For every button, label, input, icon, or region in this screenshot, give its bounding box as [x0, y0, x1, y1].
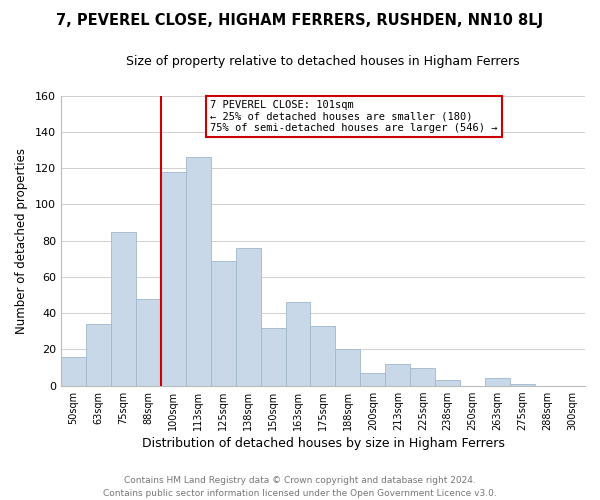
Bar — [186, 157, 211, 386]
Bar — [86, 324, 111, 386]
Bar — [435, 380, 460, 386]
Bar — [335, 350, 361, 386]
Title: Size of property relative to detached houses in Higham Ferrers: Size of property relative to detached ho… — [126, 55, 520, 68]
Bar — [485, 378, 510, 386]
Bar — [136, 298, 161, 386]
Bar — [385, 364, 410, 386]
Bar — [236, 248, 260, 386]
Bar — [211, 260, 236, 386]
Bar — [510, 384, 535, 386]
Bar — [61, 356, 86, 386]
X-axis label: Distribution of detached houses by size in Higham Ferrers: Distribution of detached houses by size … — [142, 437, 505, 450]
Text: Contains HM Land Registry data © Crown copyright and database right 2024.
Contai: Contains HM Land Registry data © Crown c… — [103, 476, 497, 498]
Text: 7 PEVEREL CLOSE: 101sqm
← 25% of detached houses are smaller (180)
75% of semi-d: 7 PEVEREL CLOSE: 101sqm ← 25% of detache… — [210, 100, 498, 133]
Y-axis label: Number of detached properties: Number of detached properties — [15, 148, 28, 334]
Bar — [410, 368, 435, 386]
Bar — [111, 232, 136, 386]
Bar — [161, 172, 186, 386]
Bar — [361, 373, 385, 386]
Bar — [260, 328, 286, 386]
Text: 7, PEVEREL CLOSE, HIGHAM FERRERS, RUSHDEN, NN10 8LJ: 7, PEVEREL CLOSE, HIGHAM FERRERS, RUSHDE… — [56, 12, 544, 28]
Bar — [286, 302, 310, 386]
Bar — [310, 326, 335, 386]
